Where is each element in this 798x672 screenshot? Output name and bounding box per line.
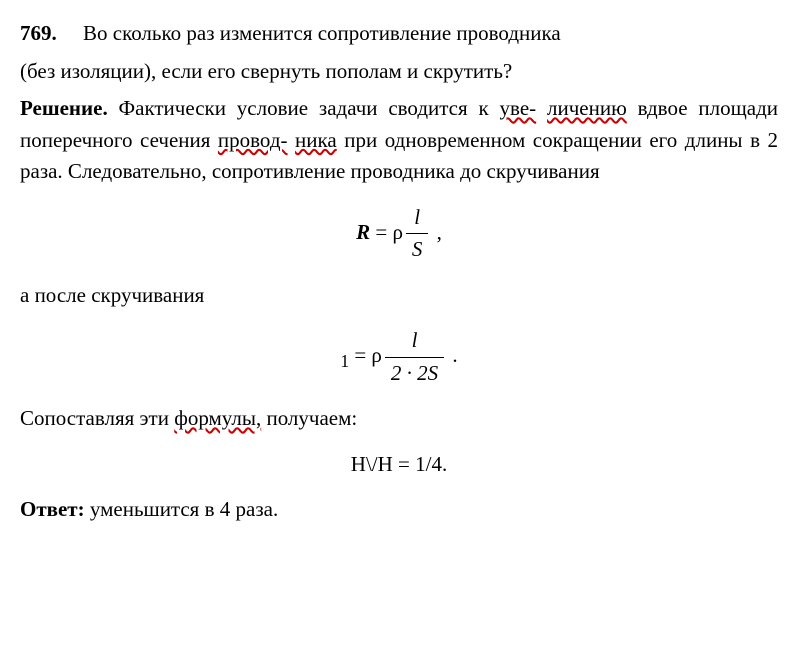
formula2-dot: . (447, 343, 458, 367)
question-text-2: (без изоляции), если его свернуть попола… (20, 59, 512, 83)
wavy-text-2: личению (547, 96, 627, 120)
solution-label: Решение. (20, 96, 108, 120)
problem-statement-line2: (без изоляции), если его свернуть попола… (20, 56, 778, 88)
formula2-rho: ρ (371, 343, 381, 367)
formula1-R: R (356, 219, 370, 243)
after-formula2-pre: Сопоставляя эти (20, 406, 174, 430)
wavy-text-1: уве- (500, 96, 537, 120)
answer-text: уменьшится в 4 раза. (85, 497, 279, 521)
formula1-den: S (406, 234, 429, 266)
wavy-text-4: ника (295, 128, 337, 152)
question-text-1: Во сколько раз изменится сопротивление п… (83, 21, 561, 45)
formula2-eq: = (349, 343, 371, 367)
after-formula2-post: получаем: (261, 406, 357, 430)
after-formula1-text: а после скручивания (20, 280, 778, 312)
answer-label: Ответ: (20, 497, 85, 521)
solution-text-a: Фактически условие задачи сводится к (108, 96, 500, 120)
formula2-num: l (385, 325, 444, 358)
formula1-eq: = (370, 219, 392, 243)
wavy-text-5: формулы, (174, 406, 261, 430)
problem-number: 769. (20, 21, 57, 45)
after-formula2-text: Сопоставляя эти формулы, получаем: (20, 403, 778, 435)
solution-paragraph: Решение. Фактически условие задачи своди… (20, 93, 778, 188)
spacer (57, 21, 83, 45)
answer-paragraph: Ответ: уменьшится в 4 раза. (20, 494, 778, 526)
formula3-text: Н\/Н = 1/4. (351, 452, 447, 476)
wavy-text-3: провод- (218, 128, 288, 152)
formula-3: Н\/Н = 1/4. (20, 449, 778, 481)
formula-2: 1 = ρl2 · 2S . (20, 325, 778, 389)
formula1-num: l (406, 202, 429, 235)
formula2-fraction: l2 · 2S (385, 325, 444, 389)
formula2-sub: 1 (340, 351, 349, 371)
formula2-den: 2 · 2S (385, 358, 444, 390)
formula1-comma: , (431, 219, 442, 243)
formula1-rho: ρ (392, 219, 402, 243)
after-formula1: а после скручивания (20, 283, 204, 307)
formula-1: R = ρlS , (20, 202, 778, 266)
problem-statement-line1: 769. Во сколько раз изменится сопротивле… (20, 18, 778, 50)
formula1-fraction: lS (406, 202, 429, 266)
